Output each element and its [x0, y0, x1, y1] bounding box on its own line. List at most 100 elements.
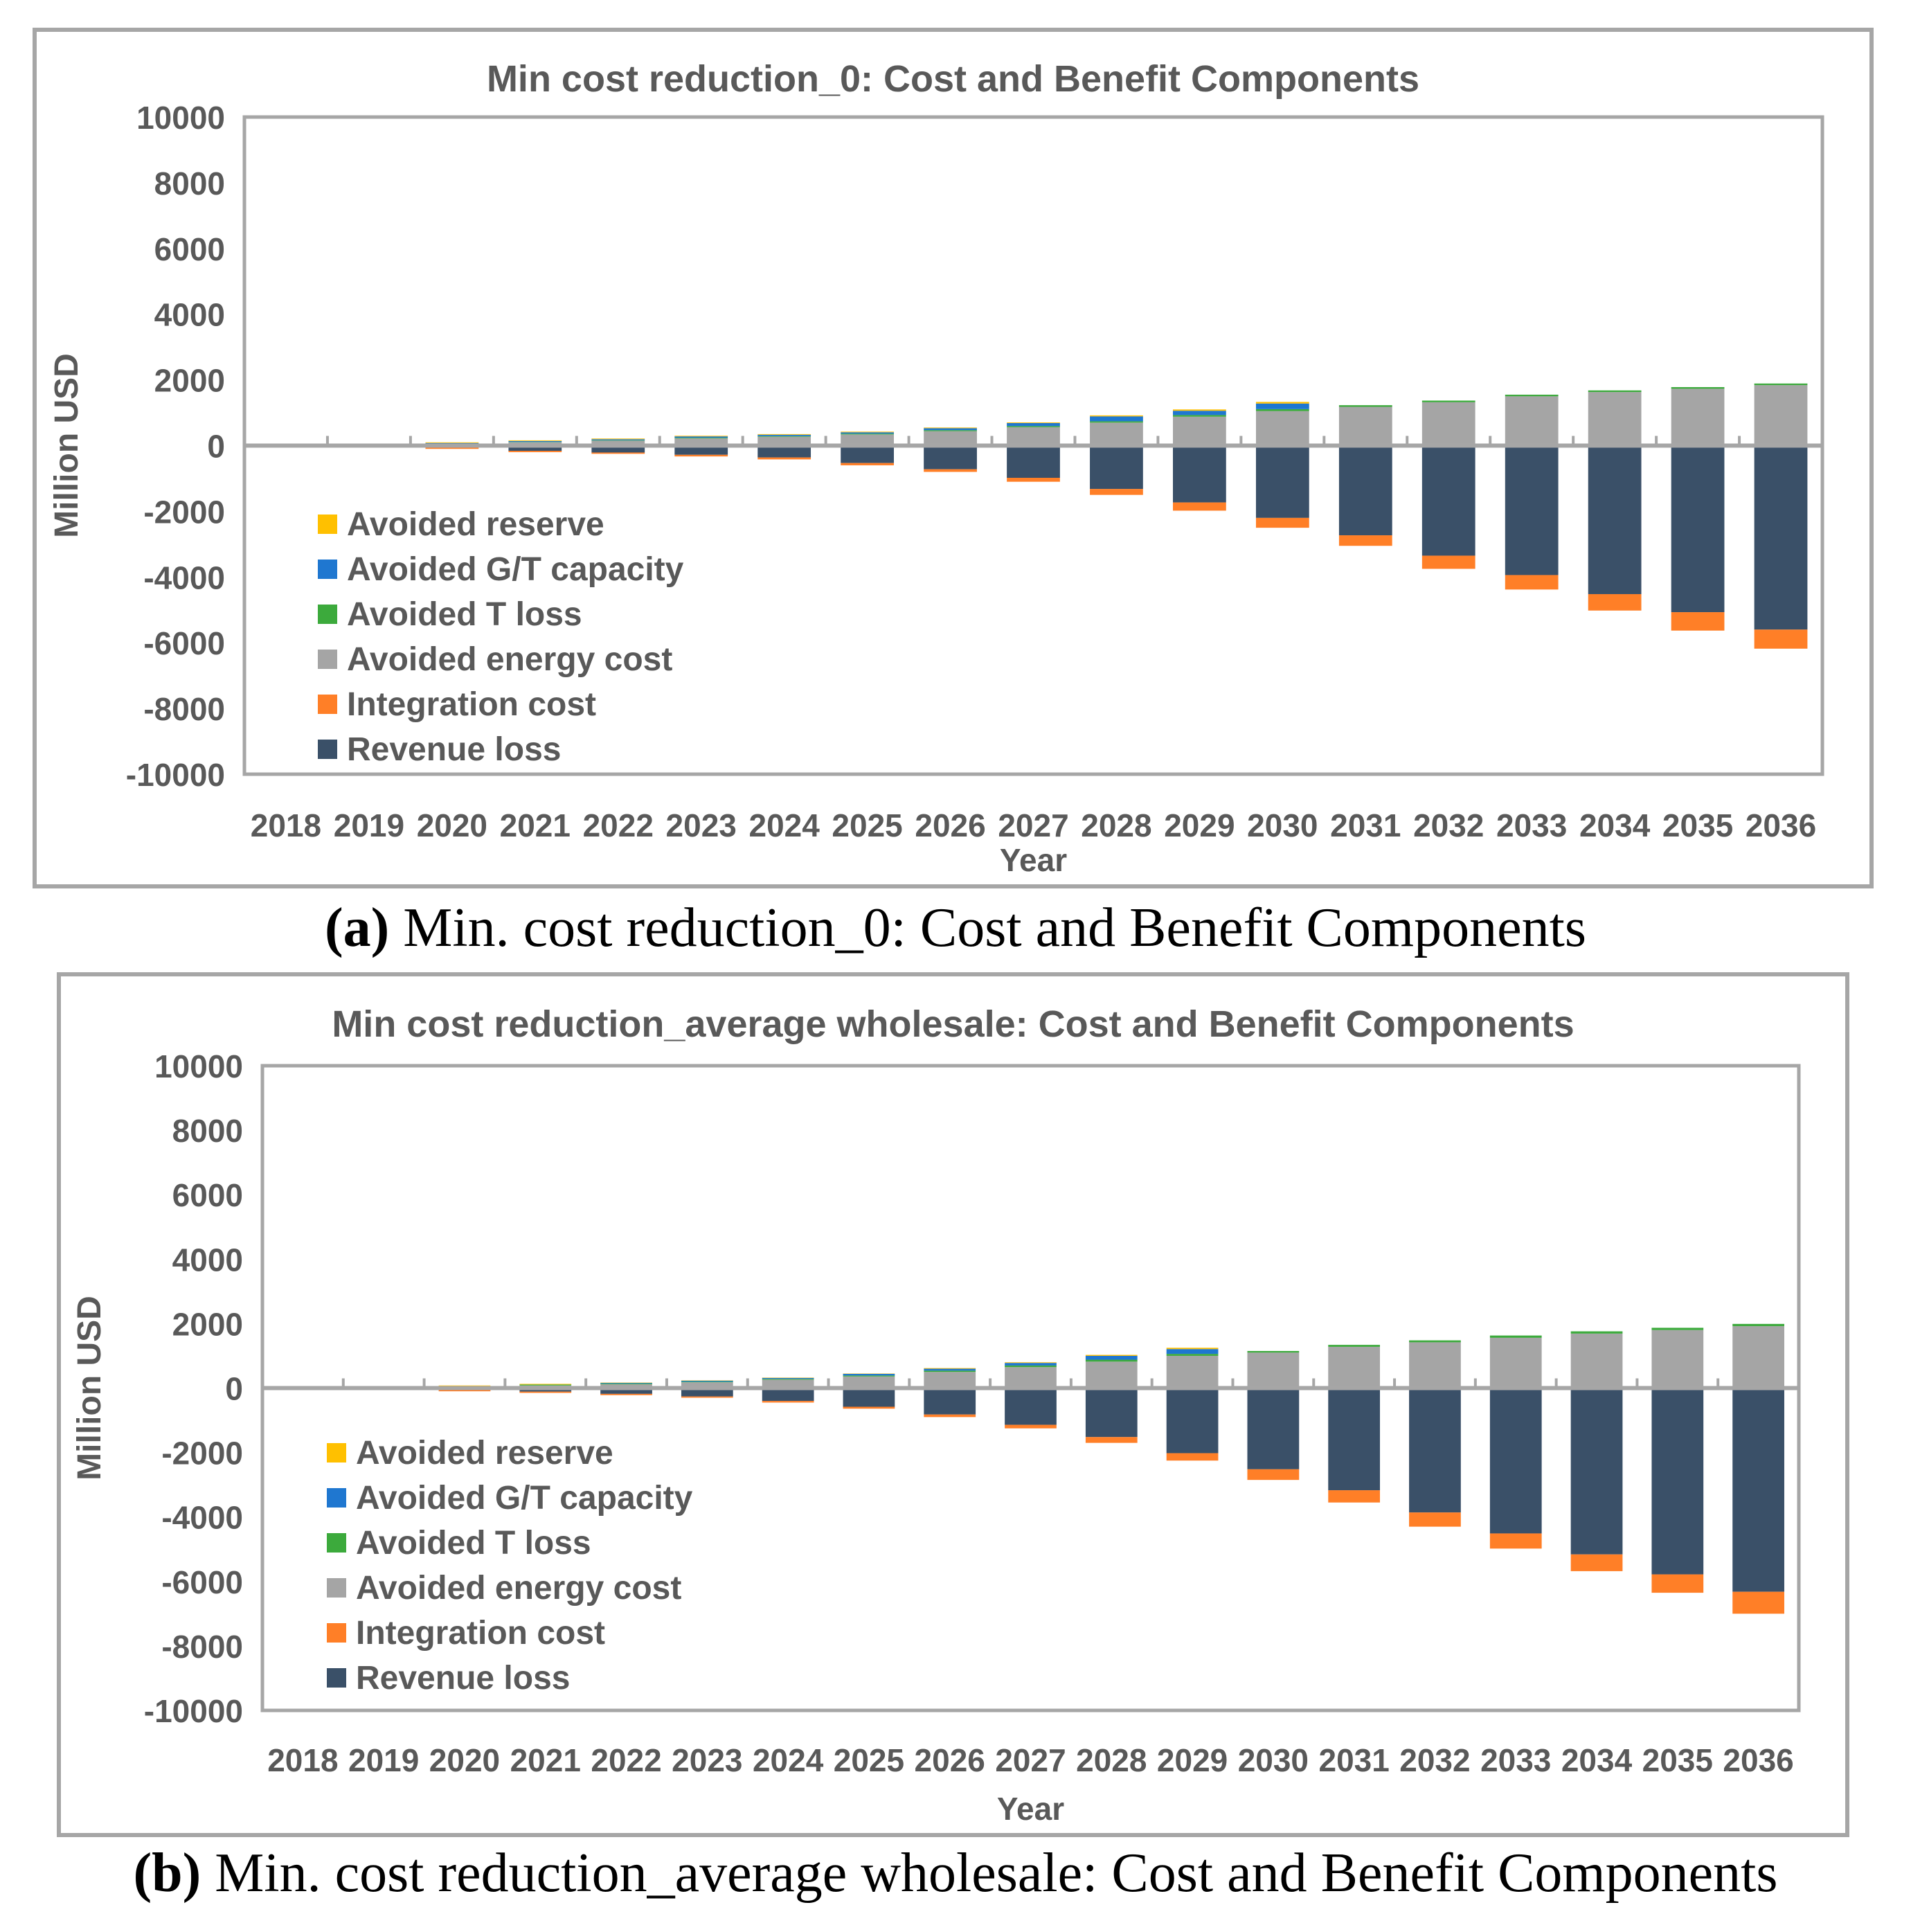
- bar-integration-cost-2036: [1732, 1591, 1784, 1614]
- bar-avoided-t-loss-2033: [1505, 394, 1559, 397]
- bar-avoided-g-t-capacity-2025: [843, 1374, 895, 1376]
- bar-avoided-energy-cost-2027: [1007, 427, 1060, 446]
- y-tick-label: 0: [207, 429, 225, 465]
- bar-integration-cost-2036: [1754, 629, 1808, 649]
- caption-b-text: Min. cost reduction_average wholesale: C…: [201, 1843, 1778, 1904]
- x-tick-label: 2024: [748, 807, 820, 843]
- y-tick-label: -6000: [161, 1564, 243, 1600]
- bar-avoided-t-loss-2032: [1409, 1340, 1461, 1343]
- bar-revenue-loss-2036: [1754, 445, 1808, 630]
- bar-revenue-loss-2035: [1671, 445, 1725, 613]
- legend-label: Avoided reserve: [356, 1435, 613, 1472]
- bar-avoided-energy-cost-2032: [1421, 402, 1475, 446]
- bar-integration-cost-2031: [1328, 1490, 1381, 1503]
- bar-avoided-reserve-2029: [1173, 409, 1226, 411]
- bar-integration-cost-2028: [1090, 489, 1143, 495]
- bar-integration-cost-2027: [1007, 478, 1060, 482]
- bar-avoided-reserve-2026: [924, 427, 977, 429]
- bar-avoided-energy-cost-2031: [1338, 406, 1392, 446]
- bar-integration-cost-2022: [591, 452, 645, 454]
- x-tick-label: 2034: [1579, 807, 1651, 843]
- legend-swatch: [318, 560, 337, 579]
- bar-avoided-g-t-capacity-2026: [924, 428, 977, 431]
- chart-title: Min cost reduction_average wholesale: Co…: [332, 1003, 1574, 1045]
- bar-avoided-g-t-capacity-2022: [591, 439, 645, 440]
- bar-avoided-reserve-2029: [1166, 1348, 1219, 1350]
- x-tick-label: 2035: [1662, 807, 1733, 843]
- bar-avoided-energy-cost-2030: [1247, 1352, 1300, 1388]
- bar-avoided-t-loss-2031: [1338, 405, 1392, 407]
- bar-avoided-g-t-capacity-2029: [1166, 1349, 1219, 1354]
- bar-avoided-energy-cost-2030: [1255, 411, 1309, 446]
- bar-avoided-energy-cost-2022: [591, 440, 645, 446]
- bar-avoided-energy-cost-2029: [1166, 1355, 1219, 1388]
- bar-avoided-t-loss-2025: [843, 1375, 895, 1377]
- bar-revenue-loss-2028: [1090, 445, 1143, 490]
- x-tick-label: 2028: [1081, 807, 1151, 843]
- y-tick-label: -4000: [161, 1500, 243, 1536]
- bar-avoided-g-t-capacity-2029: [1173, 411, 1226, 415]
- bar-avoided-energy-cost-2025: [843, 1376, 895, 1388]
- bar-revenue-loss-2032: [1421, 445, 1475, 556]
- legend-swatch: [327, 1533, 346, 1553]
- bar-avoided-energy-cost-2031: [1328, 1346, 1381, 1388]
- bar-integration-cost-2025: [841, 463, 894, 465]
- y-tick-label: -2000: [161, 1435, 243, 1472]
- y-axis-label: Million USD: [71, 1296, 108, 1481]
- bar-integration-cost-2030: [1255, 517, 1309, 528]
- bar-revenue-loss-2031: [1338, 445, 1392, 536]
- caption-b: (b) Min. cost reduction_average wholesal…: [0, 1842, 1911, 1905]
- bar-integration-cost-2028: [1085, 1437, 1138, 1443]
- bar-integration-cost-2029: [1166, 1453, 1219, 1461]
- x-tick-label: 2018: [251, 807, 321, 843]
- bar-avoided-g-t-capacity-2030: [1255, 403, 1309, 409]
- bar-integration-cost-2021: [519, 1391, 572, 1393]
- bar-avoided-energy-cost-2035: [1671, 388, 1725, 446]
- bar-revenue-loss-2023: [674, 445, 728, 455]
- chart-0: Min cost reduction_0: Cost and Benefit C…: [33, 28, 1874, 888]
- bar-revenue-loss-2027: [1007, 445, 1060, 478]
- bar-avoided-reserve-2022: [591, 438, 645, 440]
- bar-integration-cost-2026: [924, 469, 977, 472]
- bar-avoided-t-loss-2027: [1005, 1365, 1057, 1368]
- x-tick-label: 2029: [1164, 807, 1235, 843]
- legend-swatch: [327, 1443, 346, 1463]
- bar-avoided-t-loss-2021: [519, 1384, 572, 1386]
- bar-avoided-g-t-capacity-2022: [600, 1383, 652, 1384]
- legend-swatch: [327, 1623, 346, 1643]
- bar-avoided-t-loss-2035: [1671, 387, 1725, 389]
- x-tick-label: 2021: [510, 1742, 581, 1778]
- y-tick-label: 2000: [172, 1306, 243, 1342]
- caption-a-label: (a): [325, 897, 390, 958]
- bar-avoided-t-loss-2034: [1588, 390, 1642, 393]
- bar-avoided-t-loss-2022: [591, 440, 645, 441]
- bar-revenue-loss-2025: [841, 445, 894, 463]
- y-tick-label: 4000: [172, 1242, 243, 1278]
- bar-avoided-g-t-capacity-2023: [674, 436, 728, 438]
- bar-integration-cost-2034: [1570, 1554, 1623, 1571]
- bar-avoided-energy-cost-2025: [841, 434, 894, 446]
- bar-avoided-energy-cost-2034: [1570, 1333, 1623, 1388]
- bar-avoided-energy-cost-2033: [1505, 396, 1559, 446]
- bar-avoided-energy-cost-2028: [1090, 422, 1143, 446]
- bar-avoided-t-loss-2026: [924, 430, 977, 431]
- bar-avoided-t-loss-2028: [1085, 1359, 1138, 1362]
- bar-avoided-t-loss-2036: [1754, 383, 1808, 386]
- bar-avoided-t-loss-2025: [841, 433, 894, 435]
- bar-revenue-loss-2033: [1505, 445, 1559, 575]
- bar-avoided-energy-cost-2032: [1409, 1342, 1461, 1388]
- x-axis-label: Year: [1000, 842, 1067, 878]
- bar-revenue-loss-2022: [600, 1388, 652, 1394]
- bar-revenue-loss-2029: [1173, 445, 1226, 503]
- bar-integration-cost-2026: [924, 1414, 976, 1417]
- x-tick-label: 2028: [1076, 1742, 1147, 1778]
- x-tick-label: 2022: [591, 1742, 661, 1778]
- x-tick-label: 2026: [915, 807, 985, 843]
- bar-avoided-energy-cost-2029: [1173, 416, 1226, 446]
- bar-avoided-g-t-capacity-2024: [762, 1377, 814, 1379]
- bar-avoided-t-loss-2030: [1255, 409, 1309, 411]
- x-tick-label: 2035: [1642, 1742, 1713, 1778]
- y-tick-label: -2000: [143, 494, 225, 530]
- y-tick-label: 10000: [136, 100, 225, 136]
